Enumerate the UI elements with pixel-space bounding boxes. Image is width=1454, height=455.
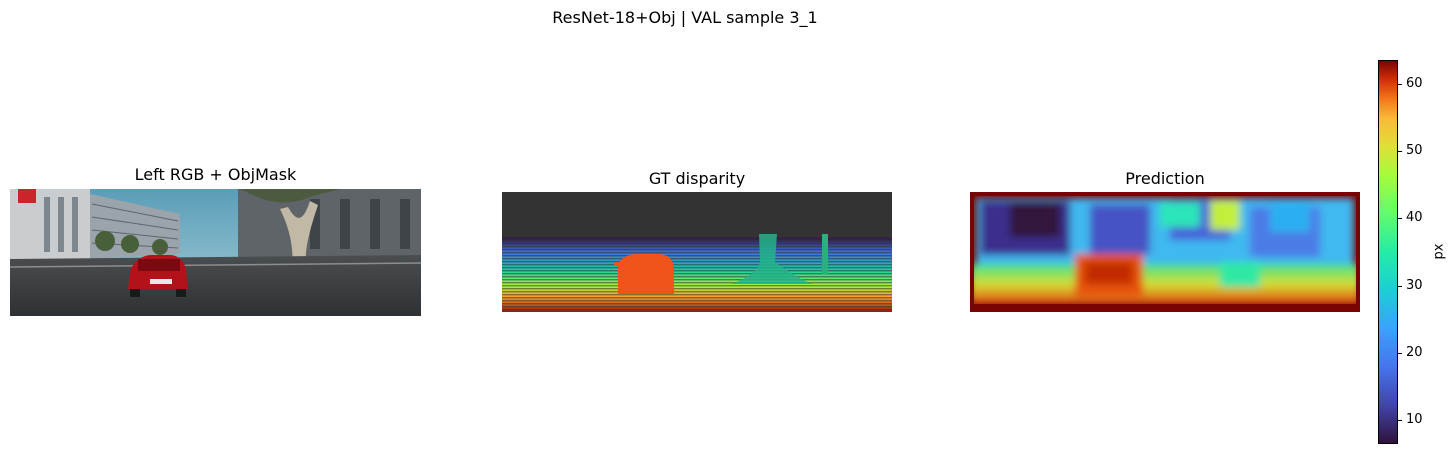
- street-scene-image: [10, 189, 421, 316]
- prediction-image: [970, 192, 1360, 312]
- colorbar-tick-label: 10: [1406, 411, 1423, 427]
- prediction-panel: [970, 192, 1360, 312]
- colorbar-gradient: [1379, 61, 1397, 443]
- rgb-panel-title: Left RGB + ObjMask: [134, 165, 297, 184]
- colorbar-tick-label: 40: [1406, 210, 1423, 226]
- colorbar-tick-mark: [1397, 352, 1402, 354]
- colorbar-label: px: [1431, 243, 1447, 260]
- colorbar-tick-label: 60: [1406, 76, 1423, 92]
- pred-panel-title: Prediction: [1125, 169, 1205, 188]
- gt-panel-title: GT disparity: [648, 169, 746, 188]
- colorbar: [1378, 60, 1398, 444]
- colorbar-tick-mark: [1397, 285, 1402, 287]
- colorbar-tick-mark: [1397, 218, 1402, 220]
- colorbar-ticks: 10 20 30 40 50 60: [1397, 60, 1437, 444]
- rgb-image-panel: [10, 189, 421, 316]
- colorbar-tick-mark: [1397, 151, 1402, 153]
- gt-disparity-panel: [502, 192, 892, 312]
- colorbar-tick-mark: [1397, 84, 1402, 86]
- colorbar-tick-label: 50: [1406, 143, 1423, 159]
- colorbar-tick-label: 30: [1406, 277, 1423, 293]
- gt-disparity-image: [502, 192, 892, 312]
- colorbar-tick-mark: [1397, 419, 1402, 421]
- colorbar-tick-label: 20: [1406, 344, 1423, 360]
- figure-title: ResNet-18+Obj | VAL sample 3_1: [552, 8, 818, 27]
